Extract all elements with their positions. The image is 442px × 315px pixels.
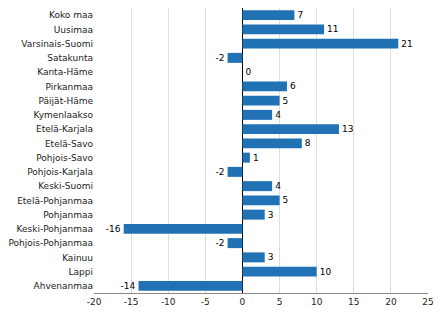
svg-text:Pohjois-Savo: Pohjois-Savo: [36, 153, 93, 163]
svg-text:3: 3: [268, 210, 274, 220]
svg-text:Pohjois-Pohjanmaa: Pohjois-Pohjanmaa: [8, 238, 93, 248]
svg-text:Kanta-Häme: Kanta-Häme: [37, 67, 93, 77]
svg-text:3: 3: [268, 252, 274, 262]
svg-text:10: 10: [311, 297, 323, 307]
svg-text:Pohjanmaa: Pohjanmaa: [43, 210, 93, 220]
svg-text:Pirkanmaa: Pirkanmaa: [45, 82, 93, 92]
svg-text:Etelä-Karjala: Etelä-Karjala: [36, 124, 93, 134]
svg-text:-2: -2: [216, 167, 225, 177]
svg-text:-20: -20: [87, 297, 102, 307]
svg-text:13: 13: [342, 124, 353, 134]
svg-text:1: 1: [253, 153, 259, 163]
svg-text:15: 15: [348, 297, 359, 307]
svg-text:Pohjois-Karjala: Pohjois-Karjala: [27, 167, 93, 177]
svg-text:10: 10: [320, 267, 332, 277]
svg-text:Varsinais-Suomi: Varsinais-Suomi: [21, 39, 93, 49]
svg-text:Lappi: Lappi: [69, 267, 93, 277]
svg-text:0: 0: [240, 297, 246, 307]
svg-text:5: 5: [277, 297, 283, 307]
svg-text:-14: -14: [121, 281, 136, 291]
svg-text:20: 20: [385, 297, 397, 307]
svg-text:6: 6: [290, 81, 296, 91]
svg-text:25: 25: [422, 297, 433, 307]
svg-text:-15: -15: [124, 297, 139, 307]
svg-text:21: 21: [401, 39, 412, 49]
svg-text:-2: -2: [216, 238, 225, 248]
svg-text:Satakunta: Satakunta: [47, 53, 93, 63]
svg-text:5: 5: [283, 96, 289, 106]
svg-text:Keski-Suomi: Keski-Suomi: [38, 181, 93, 191]
svg-text:Keski-Pohjanmaa: Keski-Pohjanmaa: [17, 224, 93, 234]
svg-text:4: 4: [275, 181, 281, 191]
svg-text:0: 0: [245, 67, 251, 77]
svg-text:-5: -5: [201, 297, 210, 307]
svg-text:Kainuu: Kainuu: [62, 253, 93, 263]
svg-text:7: 7: [297, 10, 303, 20]
svg-text:Etelä-Savo: Etelä-Savo: [45, 139, 94, 149]
svg-text:Ahvenanmaa: Ahvenanmaa: [34, 281, 93, 291]
svg-text:Kymenlaakso: Kymenlaakso: [33, 110, 93, 120]
svg-text:11: 11: [327, 24, 338, 34]
svg-text:5: 5: [283, 195, 289, 205]
svg-text:-16: -16: [106, 224, 121, 234]
svg-text:8: 8: [305, 138, 311, 148]
svg-text:-10: -10: [161, 297, 176, 307]
svg-text:Etelä-Pohjanmaa: Etelä-Pohjanmaa: [17, 196, 93, 206]
svg-text:Koko maa: Koko maa: [49, 10, 93, 20]
svg-text:-2: -2: [216, 53, 225, 63]
svg-text:Uusimaa: Uusimaa: [54, 25, 93, 35]
svg-text:Päijät-Häme: Päijät-Häme: [39, 96, 94, 106]
svg-text:4: 4: [275, 110, 281, 120]
